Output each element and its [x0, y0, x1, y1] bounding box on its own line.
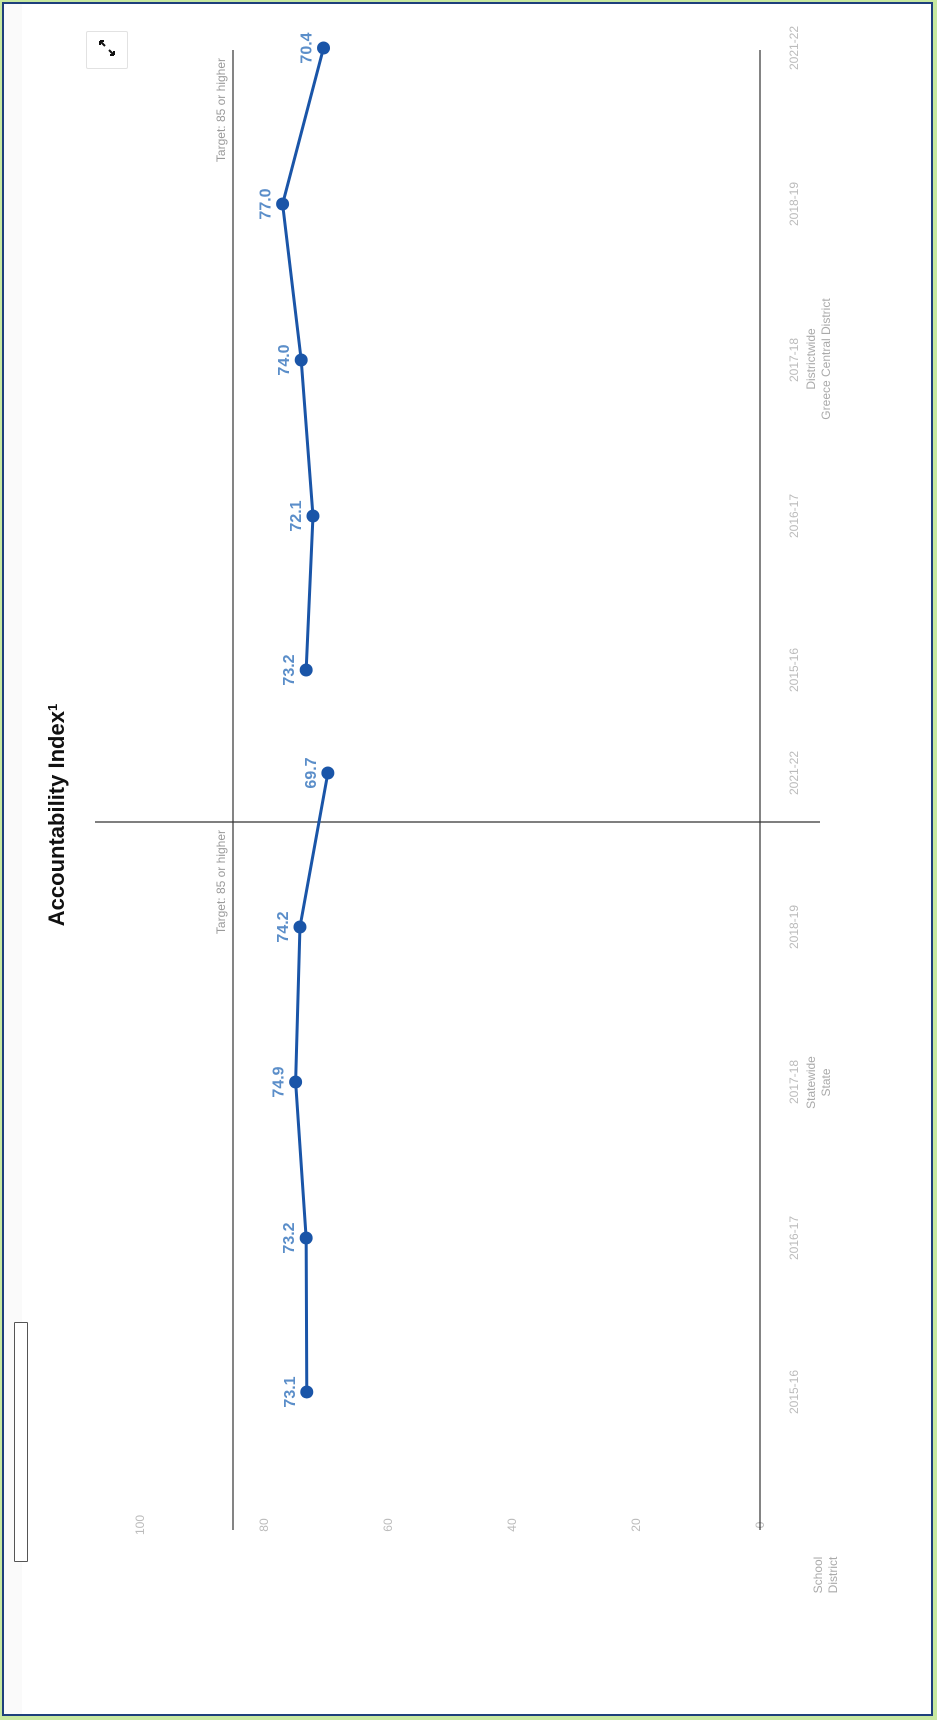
- data-point: [306, 509, 320, 523]
- data-label: 70.4: [299, 32, 316, 63]
- x-tick-label: 2018-19: [787, 905, 801, 949]
- data-point: [294, 353, 308, 367]
- data-label: 69.7: [303, 757, 320, 788]
- data-point: [299, 663, 313, 677]
- y-tick-label: 80: [257, 1518, 271, 1532]
- y-tick-label: 60: [381, 1518, 395, 1532]
- x-tick-label: 2021-22: [787, 751, 801, 795]
- data-label: 73.1: [282, 1376, 299, 1407]
- target-label: Target: 85 or higher: [214, 830, 228, 934]
- scroll-slot[interactable]: [14, 1322, 28, 1562]
- data-label: 74.9: [271, 1066, 288, 1097]
- left-scroll-strip: [4, 4, 22, 1714]
- data-point: [317, 41, 331, 55]
- data-label: 77.0: [258, 188, 275, 219]
- y-tick-label: 100: [133, 1515, 147, 1535]
- data-point: [300, 1385, 314, 1399]
- y-axis-group-label: School: [811, 1557, 825, 1594]
- target-label: Target: 85 or higher: [214, 58, 228, 162]
- data-label: 74.0: [276, 344, 293, 375]
- expand-button[interactable]: [86, 31, 128, 69]
- data-point: [299, 1231, 313, 1245]
- x-tick-label: 2018-19: [787, 182, 801, 226]
- data-label: 72.1: [288, 500, 305, 531]
- x-tick-label: 2021-22: [787, 26, 801, 70]
- x-tick-label: 2017-18: [787, 338, 801, 382]
- y-tick-label: 40: [505, 1518, 519, 1532]
- x-tick-label: 2016-17: [787, 1216, 801, 1260]
- y-axis-group-label: District: [826, 1556, 840, 1593]
- data-label: 74.2: [275, 911, 292, 942]
- data-point: [293, 920, 307, 934]
- panel-group-label: Greece Central District: [819, 298, 833, 420]
- x-tick-label: 2015-16: [787, 1370, 801, 1414]
- y-tick-label: 20: [629, 1518, 643, 1532]
- x-tick-label: 2017-18: [787, 1060, 801, 1104]
- data-point: [289, 1075, 303, 1089]
- x-tick-label: 2015-16: [787, 648, 801, 692]
- chart-title: Accountability Index1: [44, 704, 69, 926]
- data-label: 73.2: [281, 1222, 298, 1253]
- data-label: 73.2: [281, 654, 298, 685]
- panel-group-label: Statewide: [804, 1056, 818, 1109]
- data-point: [276, 197, 290, 211]
- data-point: [321, 766, 335, 780]
- expand-arrows-icon: [96, 37, 118, 64]
- x-tick-label: 2016-17: [787, 494, 801, 538]
- panel-group-label: State: [819, 1068, 833, 1096]
- chart-title-superscript: 1: [45, 704, 60, 711]
- panel-group-label: Districtwide: [804, 328, 818, 390]
